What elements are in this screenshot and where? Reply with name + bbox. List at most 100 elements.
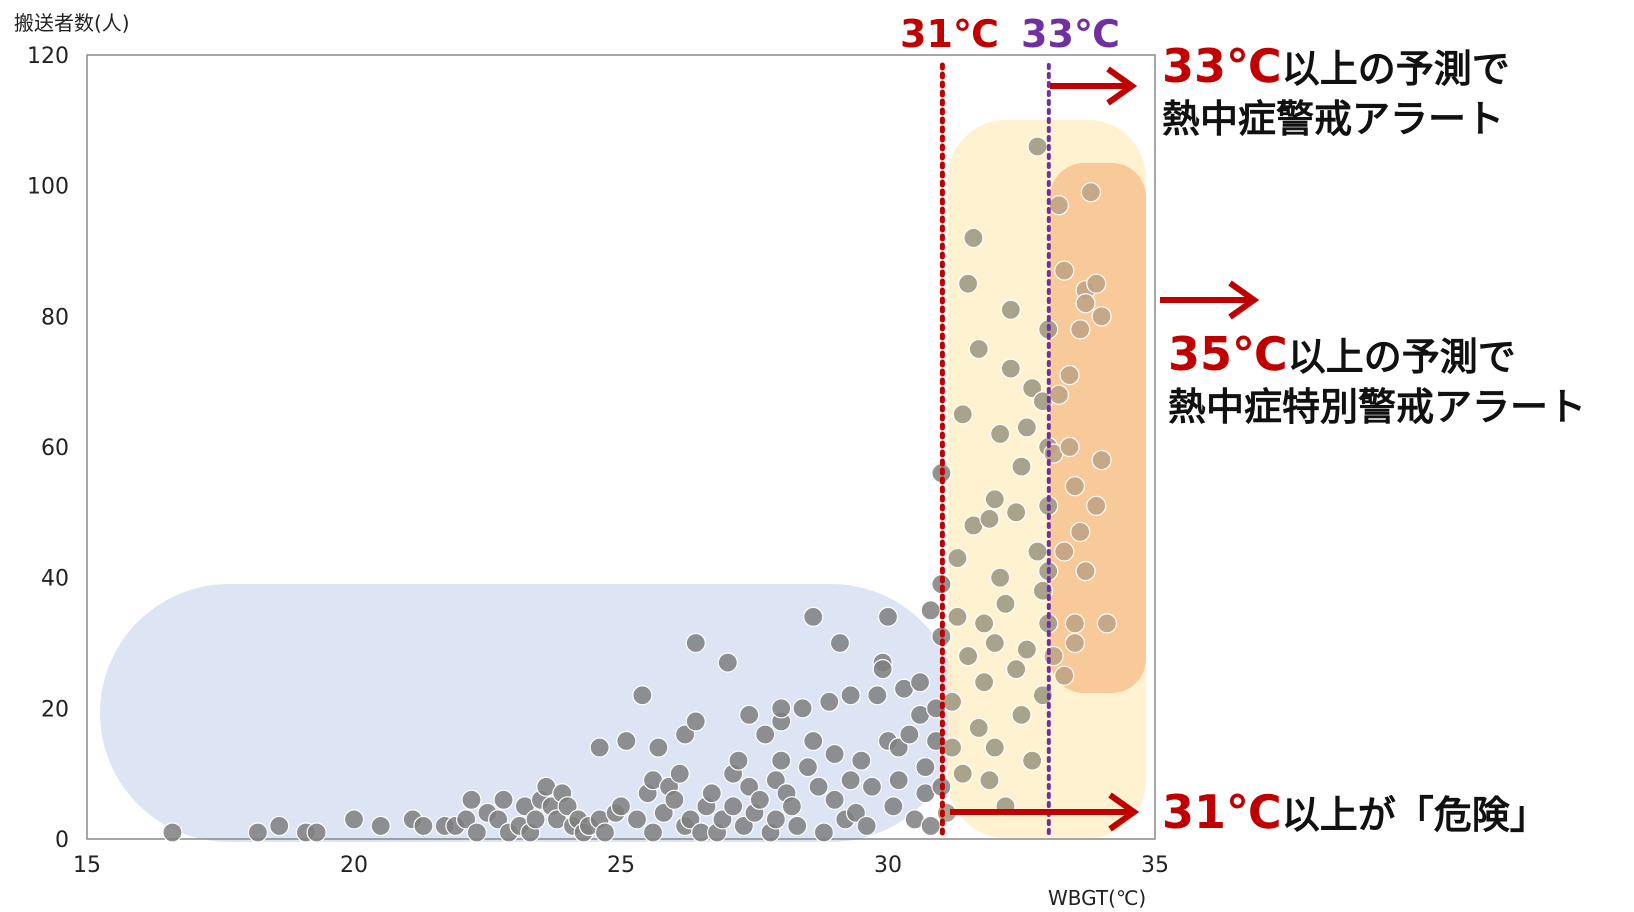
data-point bbox=[723, 796, 744, 817]
data-point bbox=[877, 606, 899, 627]
data-point bbox=[1070, 521, 1091, 543]
data-point bbox=[1080, 182, 1102, 203]
data-point bbox=[920, 600, 941, 621]
threshold-label-33: 33℃ bbox=[1021, 12, 1120, 56]
data-point bbox=[872, 659, 893, 680]
data-point bbox=[840, 685, 861, 706]
data-point bbox=[995, 593, 1016, 614]
data-point bbox=[771, 698, 792, 719]
data-point bbox=[1064, 632, 1086, 654]
data-point bbox=[792, 698, 813, 719]
data-point bbox=[1000, 358, 1021, 379]
data-point bbox=[819, 691, 840, 712]
data-point bbox=[712, 809, 733, 830]
data-point bbox=[589, 737, 610, 758]
data-point bbox=[1016, 417, 1037, 438]
data-point bbox=[1006, 502, 1027, 523]
x-axis-label: WBGT(℃) bbox=[1048, 886, 1146, 910]
annotation-31-danger: 31℃以上が「危険」 bbox=[1162, 785, 1548, 839]
data-point bbox=[610, 796, 632, 817]
y-tick-label: 100 bbox=[27, 175, 69, 200]
data-point bbox=[824, 789, 845, 810]
y-tick-label: 80 bbox=[41, 305, 69, 330]
y-tick-label: 20 bbox=[41, 697, 69, 722]
data-point bbox=[974, 672, 995, 693]
data-point bbox=[739, 776, 760, 797]
data-point bbox=[1064, 613, 1086, 634]
data-point bbox=[1075, 293, 1096, 314]
data-point bbox=[941, 691, 963, 712]
data-point bbox=[755, 724, 776, 745]
data-point bbox=[1022, 750, 1043, 771]
scatter-points bbox=[162, 136, 1118, 843]
data-point bbox=[984, 632, 1005, 654]
data-point bbox=[1027, 136, 1048, 157]
annotation-33-alert-line2: 熱中症警戒アラート bbox=[1162, 97, 1504, 141]
data-point bbox=[947, 606, 968, 627]
data-point bbox=[680, 809, 701, 830]
data-point bbox=[803, 730, 824, 752]
data-point bbox=[803, 606, 824, 627]
data-point bbox=[461, 789, 482, 810]
data-point bbox=[642, 822, 664, 843]
y-axis-label: 搬送者数(人) bbox=[14, 11, 130, 35]
data-point bbox=[990, 567, 1011, 588]
data-point bbox=[413, 815, 434, 837]
data-point bbox=[984, 737, 1005, 758]
data-point bbox=[701, 783, 722, 804]
data-point bbox=[909, 672, 931, 693]
data-point bbox=[1096, 613, 1118, 634]
data-point bbox=[1059, 436, 1080, 458]
data-point bbox=[664, 789, 685, 810]
data-point bbox=[824, 743, 845, 765]
data-point bbox=[717, 652, 738, 673]
zone-below-31-blue bbox=[100, 584, 960, 842]
data-point bbox=[1054, 260, 1075, 281]
y-tick-label: 60 bbox=[41, 436, 69, 461]
data-point bbox=[669, 763, 690, 784]
y-tick-label: 0 bbox=[55, 828, 69, 853]
annotation-33-alert: 33℃以上の予測で bbox=[1162, 39, 1510, 93]
data-point bbox=[829, 632, 851, 654]
annotation-35-alert: 35℃以上の予測で bbox=[1168, 327, 1516, 381]
data-point bbox=[466, 822, 487, 843]
x-tick-label: 35 bbox=[1141, 853, 1169, 878]
data-point bbox=[856, 815, 877, 837]
data-point bbox=[685, 632, 706, 654]
x-tick-label: 30 bbox=[874, 853, 902, 878]
arrow-35-alert bbox=[1160, 280, 1260, 320]
data-point bbox=[883, 796, 904, 817]
data-point bbox=[626, 809, 648, 830]
data-point bbox=[370, 815, 391, 837]
data-point bbox=[952, 763, 973, 784]
x-tick-label: 15 bbox=[73, 853, 101, 878]
y-tick-label: 40 bbox=[41, 567, 69, 592]
data-point bbox=[653, 802, 674, 823]
data-point bbox=[1011, 704, 1032, 725]
data-point bbox=[915, 757, 936, 778]
data-point bbox=[1048, 384, 1069, 405]
data-point bbox=[952, 404, 973, 425]
x-tick-label: 20 bbox=[340, 853, 368, 878]
data-point bbox=[931, 574, 952, 595]
data-point bbox=[947, 547, 968, 569]
plot-frame bbox=[86, 54, 1156, 840]
data-point bbox=[781, 796, 802, 817]
data-point bbox=[648, 737, 669, 758]
data-point bbox=[899, 724, 920, 745]
zone-33-plus-orange bbox=[1050, 163, 1146, 693]
data-point bbox=[1091, 306, 1112, 327]
data-point bbox=[674, 724, 696, 745]
data-point bbox=[840, 770, 861, 791]
data-point bbox=[1048, 195, 1069, 216]
data-point bbox=[888, 737, 909, 758]
data-point bbox=[974, 613, 995, 634]
data-point bbox=[765, 809, 786, 830]
data-point bbox=[765, 770, 786, 791]
data-point bbox=[1070, 319, 1091, 340]
data-point bbox=[269, 815, 290, 837]
data-point bbox=[861, 776, 883, 797]
threshold-label-31: 31℃ bbox=[900, 12, 999, 56]
data-point bbox=[616, 730, 637, 752]
